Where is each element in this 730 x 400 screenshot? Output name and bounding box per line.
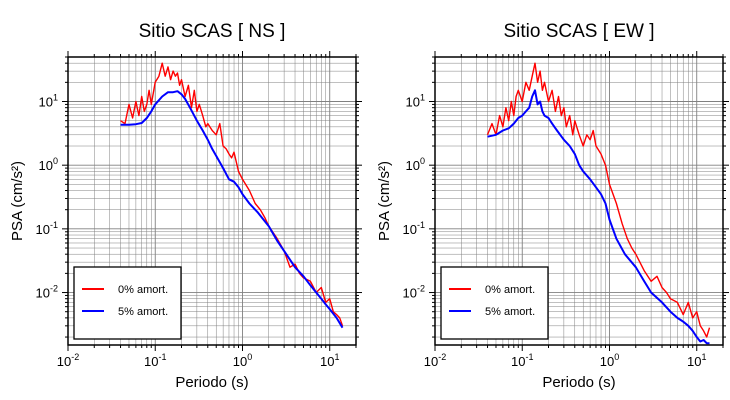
y-axis-label: PSA (cm/s²) (9, 161, 26, 241)
data-series (486, 62, 711, 345)
y-tick-label: 10-1 (403, 220, 425, 237)
axis-ticks: 10-2 10-1 100 101 10-2 10-1 100 101 (36, 51, 362, 369)
x-tick-label: 10-1 (144, 352, 166, 369)
x-tick-label: 10-2 (57, 352, 79, 369)
legend-label-0: 0% amort. (485, 284, 535, 296)
plot-frame (434, 56, 724, 346)
y-tick-label: 10-2 (403, 284, 425, 301)
legend-box (73, 266, 182, 340)
grid-lines (434, 56, 724, 345)
legend-label-1: 5% amort. (485, 306, 535, 318)
chart-panel-ns: Sitio SCAS [ NS ] 10-2 10-1 100 101 10-2 10-1… (9, 21, 362, 391)
series-line-1 (120, 90, 344, 329)
y-tick-label: 101 (39, 93, 58, 110)
y-axis-label: PSA (cm/s²) (376, 161, 393, 241)
series-line-1 (487, 89, 710, 345)
legend: 0% amort. 5% amort. (73, 266, 182, 340)
y-tick-label: 101 (406, 93, 425, 110)
x-axis-label: Periodo (s) (542, 374, 615, 391)
x-axis-label: Periodo (s) (175, 374, 248, 391)
axis-ticks: 10-2 10-1 100 101 10-2 10-1 100 101 (403, 51, 729, 369)
x-tick-label: 101 (687, 352, 706, 369)
data-series (120, 62, 344, 329)
y-tick-label: 100 (39, 156, 58, 173)
chart-title: Sitio SCAS [ NS ] (139, 21, 286, 42)
legend: 0% amort. 5% amort. (440, 266, 549, 340)
x-tick-label: 100 (600, 352, 619, 369)
plot-frame (67, 56, 357, 346)
x-tick-label: 101 (320, 352, 339, 369)
legend-label-0: 0% amort. (118, 284, 168, 296)
chart-title: Sitio SCAS [ EW ] (504, 21, 655, 42)
y-tick-label: 100 (406, 156, 425, 173)
y-tick-label: 10-2 (36, 284, 58, 301)
legend-box (440, 266, 549, 340)
series-line-0 (486, 62, 711, 338)
chart-panel-ew: Sitio SCAS [ EW ] 10-2 10-1 100 101 10-2 10-1… (376, 21, 729, 391)
x-tick-label: 100 (233, 352, 252, 369)
legend-label-1: 5% amort. (118, 306, 168, 318)
x-tick-label: 10-1 (511, 352, 533, 369)
y-tick-label: 10-1 (36, 220, 58, 237)
x-tick-label: 10-2 (424, 352, 446, 369)
